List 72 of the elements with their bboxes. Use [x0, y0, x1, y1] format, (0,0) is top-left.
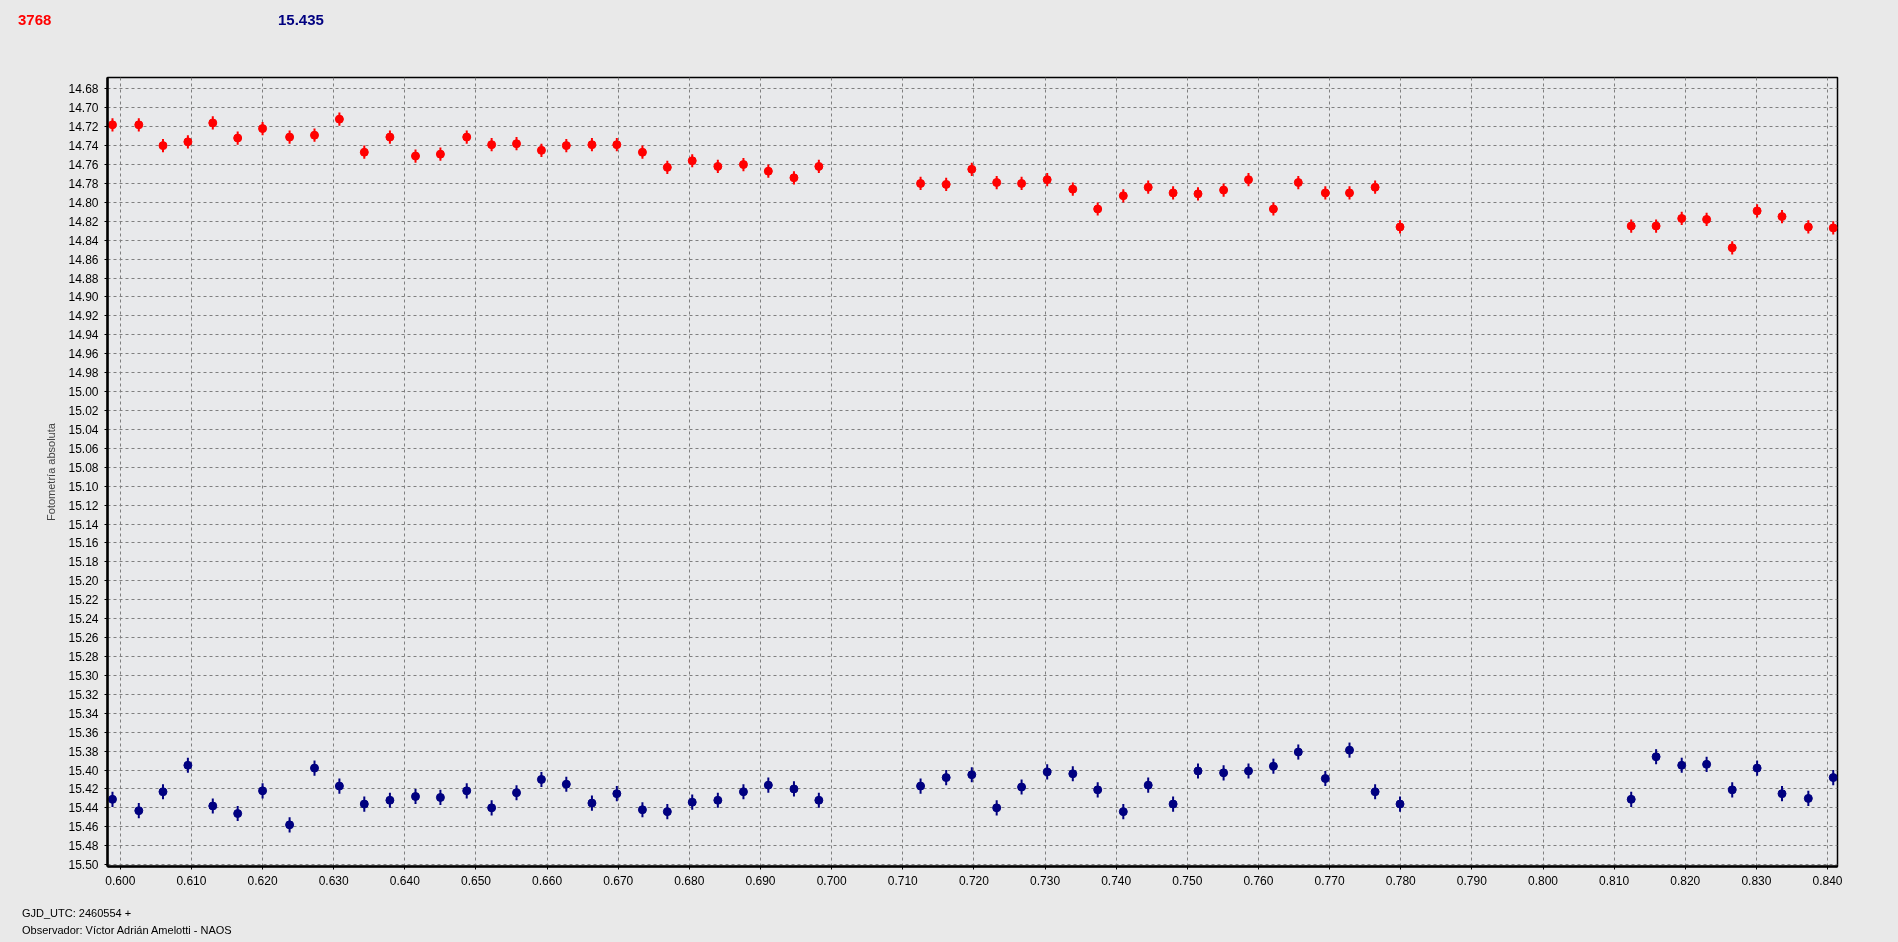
y-tick-label: 14.94 [68, 328, 99, 343]
y-tick-label: 15.46 [68, 820, 99, 835]
y-tick-label: 14.84 [68, 233, 99, 248]
y-tick-label: 15.12 [68, 498, 99, 513]
x-tick-label: 0.820 [1670, 873, 1701, 888]
x-tick-label: 0.750 [1172, 873, 1203, 888]
y-tick-label: 14.80 [68, 195, 99, 210]
x-tick-label: 0.650 [460, 873, 492, 888]
x-tick-label: 0.610 [176, 873, 207, 888]
x-tick-label: 0.810 [1599, 873, 1630, 888]
y-tick-label: 14.68 [68, 82, 99, 97]
x-tick-label: 0.710 [887, 873, 919, 888]
y-tick-label: 15.02 [68, 404, 99, 419]
x-tick-label: 0.670 [603, 873, 634, 888]
y-tick-label: 14.90 [68, 290, 99, 305]
y-tick-label: 14.74 [68, 139, 99, 154]
y-tick-label: 15.00 [68, 385, 99, 400]
x-tick-label: 0.630 [318, 873, 350, 888]
x-tick-label: 0.760 [1243, 873, 1274, 888]
x-tick-label: 0.730 [1030, 873, 1061, 888]
y-tick-label: 15.32 [68, 687, 99, 702]
x-tick-label: 0.830 [1741, 873, 1772, 888]
y-tick-label: 15.50 [68, 858, 99, 873]
x-tick-label: 0.600 [105, 873, 136, 888]
y-tick-label: 15.20 [68, 574, 99, 589]
y-tick-label: 15.48 [68, 839, 99, 854]
y-tick-label: 14.98 [68, 366, 99, 381]
x-tick-label: 0.660 [532, 873, 563, 888]
x-tick-label: 0.700 [816, 873, 847, 888]
x-tick-label: 0.640 [389, 873, 421, 888]
x-tick-label: 0.790 [1456, 873, 1488, 888]
x-tick-label: 0.620 [247, 873, 278, 888]
y-tick-label: 14.92 [68, 309, 99, 324]
y-tick-label: 15.08 [68, 460, 99, 475]
x-tick-label: 0.840 [1812, 873, 1843, 888]
y-tick-label: 15.26 [68, 631, 99, 646]
y-tick-label: 14.82 [68, 214, 99, 229]
y-tick-label: 15.34 [68, 706, 99, 721]
x-tick-label: 0.800 [1527, 873, 1559, 888]
y-tick-label: 15.18 [68, 555, 99, 570]
x-tick-label: 0.770 [1314, 873, 1345, 888]
y-tick-label: 15.06 [68, 441, 99, 456]
y-tick-label: 15.36 [68, 725, 99, 740]
y-tick-label: 15.40 [68, 763, 99, 778]
y-tick-label: 14.96 [68, 347, 99, 362]
y-tick-label: 15.28 [68, 649, 99, 664]
y-tick-label: 15.10 [68, 479, 99, 494]
y-tick-label: 15.30 [68, 668, 99, 683]
y-axis-title: Fotometría absoluta [45, 422, 58, 521]
y-tick-label: 14.70 [68, 101, 99, 116]
x-tick-label: 0.780 [1385, 873, 1417, 888]
x-tick-label: 0.680 [674, 873, 705, 888]
y-tick-label: 15.14 [68, 517, 99, 532]
text: 15.435 [278, 10, 325, 30]
y-tick-label: 15.42 [68, 782, 99, 797]
y-tick-label: 15.04 [68, 422, 99, 437]
x-tick-label: 0.720 [958, 873, 990, 888]
y-tick-label: 14.72 [68, 120, 99, 135]
y-tick-label: 14.88 [68, 271, 99, 286]
y-tick-label: 15.24 [68, 612, 99, 627]
x-axis-title: GJD_UTC: 2460554 + [22, 906, 133, 921]
y-tick-label: 14.86 [68, 252, 99, 267]
y-tick-label: 14.78 [68, 176, 99, 191]
text: Observador: Víctor Adrián Amelotti - NAOS [22, 923, 232, 938]
x-tick-label: 0.740 [1101, 873, 1132, 888]
text: 3768 [18, 10, 53, 30]
y-tick-label: 15.16 [68, 536, 99, 551]
y-tick-label: 14.76 [68, 158, 99, 173]
y-tick-label: 15.44 [68, 801, 99, 816]
y-tick-label: 15.22 [68, 593, 99, 608]
x-tick-label: 0.690 [745, 873, 776, 888]
y-tick-label: 15.38 [68, 744, 99, 759]
